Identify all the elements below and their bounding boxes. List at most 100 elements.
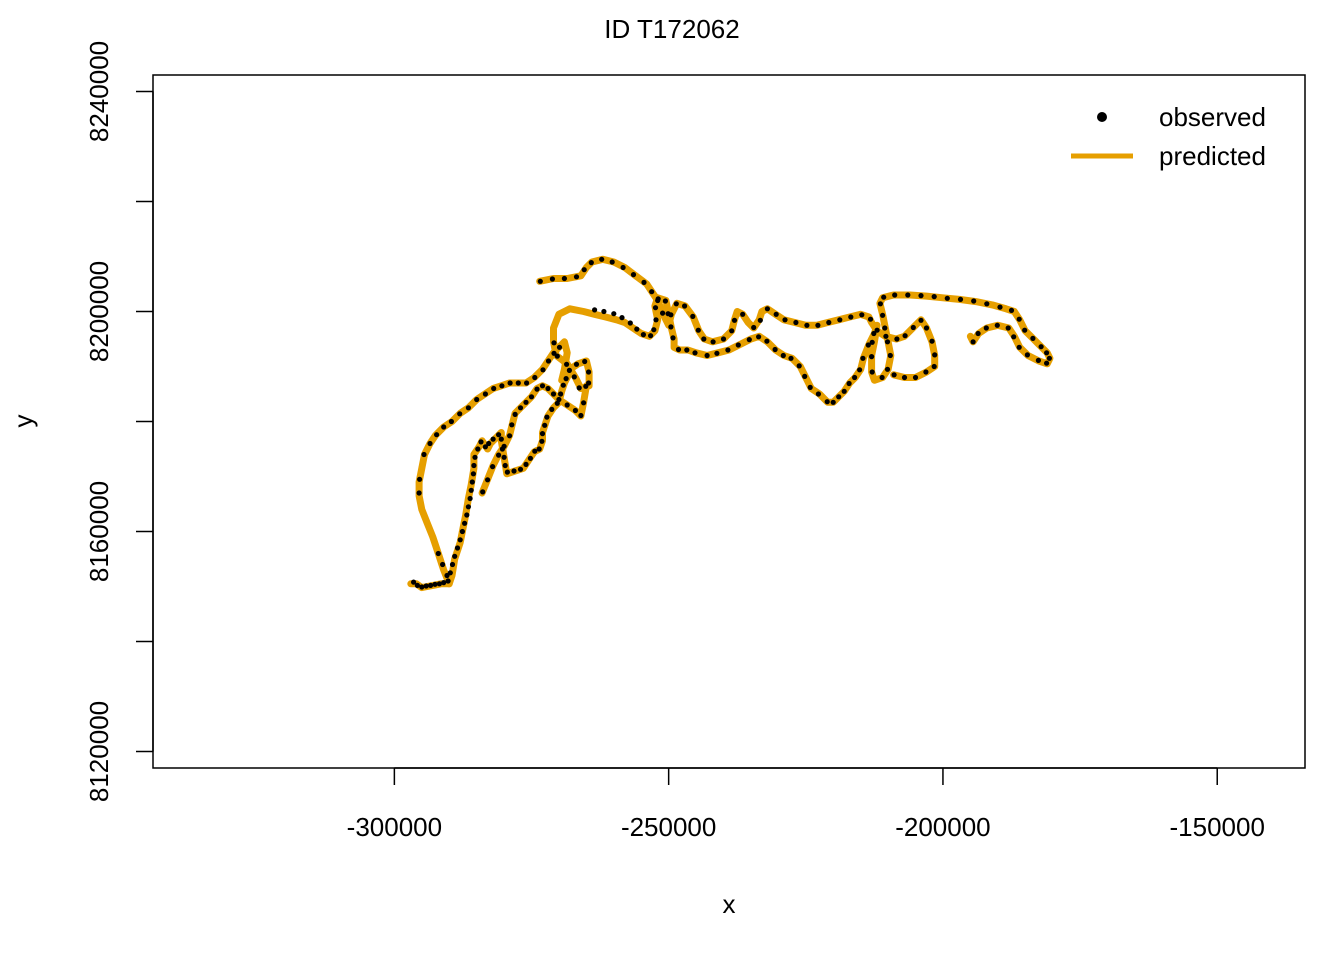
observed-point [462, 520, 468, 526]
observed-point [627, 320, 633, 326]
y-tick-label: 8160000 [84, 481, 114, 582]
observed-point [690, 313, 696, 319]
y-axis-label: y [8, 415, 38, 428]
observed-point [807, 384, 813, 390]
observed-point [507, 380, 513, 386]
observed-point [880, 312, 886, 318]
observed-point [411, 579, 417, 585]
observed-point [537, 278, 543, 284]
observed-point [796, 363, 802, 369]
observed-point [905, 292, 911, 298]
observed-point [599, 256, 605, 262]
observed-point [756, 334, 762, 340]
observed-point [1035, 357, 1041, 363]
observed-point [583, 383, 589, 389]
observed-point [416, 490, 422, 496]
observed-point [509, 422, 515, 428]
observed-point [564, 402, 570, 408]
observed-point [581, 267, 587, 273]
observed-point [441, 580, 447, 586]
observed-point [445, 578, 451, 584]
observed-point [1038, 344, 1044, 350]
observed-point [539, 431, 546, 437]
observed-point [1030, 335, 1036, 341]
observed-point [751, 324, 757, 331]
x-axis: -300000 -250000 -200000 -150000 [347, 767, 1265, 842]
observed-point [467, 495, 473, 502]
observed-point [440, 561, 446, 568]
observed-point [869, 339, 875, 345]
observed-point [475, 446, 481, 452]
observed-point [695, 327, 701, 333]
observed-point [887, 352, 893, 359]
observed-point [1046, 355, 1052, 361]
observed-point [923, 369, 929, 375]
observed-point [782, 317, 788, 323]
observed-point [434, 432, 440, 438]
observed-point [772, 346, 778, 353]
observed-point [573, 361, 580, 367]
observed-point [874, 327, 880, 333]
chart-title: ID T172062 [604, 14, 739, 44]
observed-layer [411, 256, 1052, 590]
observed-point [511, 468, 517, 474]
y-tick-label: 8240000 [84, 41, 114, 142]
observed-point [877, 301, 884, 307]
observed-point [448, 418, 454, 425]
observed-point [793, 319, 799, 326]
observed-point [860, 355, 866, 361]
observed-point [923, 325, 930, 331]
observed-point [556, 396, 562, 403]
observed-point [673, 301, 679, 307]
observed-point [871, 330, 877, 337]
observed-point [824, 399, 830, 405]
y-axis: 8120000 8160000 8200000 8240000 [84, 41, 154, 802]
observed-point [894, 336, 900, 342]
observed-point [482, 444, 488, 450]
observed-point [655, 297, 661, 304]
observed-point [482, 391, 488, 397]
legend-label: predicted [1159, 141, 1266, 171]
observed-point [879, 374, 885, 381]
observed-point [485, 477, 491, 483]
observed-point [634, 326, 640, 332]
observed-point [528, 394, 535, 400]
observed-point [918, 317, 924, 323]
observed-point [857, 367, 863, 373]
observed-point [564, 361, 570, 367]
observed-point [910, 324, 916, 331]
observed-point [558, 391, 564, 397]
observed-point [1016, 344, 1022, 350]
observed-point [601, 308, 607, 315]
observed-point [545, 385, 551, 392]
observed-point [640, 332, 647, 338]
observed-point [971, 298, 977, 304]
observed-point [507, 433, 513, 439]
observed-point [836, 394, 842, 400]
observed-point [746, 337, 752, 343]
observed-point [891, 372, 897, 378]
observed-point [457, 411, 463, 417]
observed-point [469, 479, 475, 485]
observed-point [848, 314, 854, 320]
observed-point [523, 399, 529, 405]
observed-point [502, 462, 508, 469]
observed-point [788, 355, 794, 361]
observed-point [901, 374, 908, 381]
y-tick-label: 8120000 [84, 701, 114, 802]
observed-point [720, 336, 727, 342]
observed-point [427, 440, 433, 447]
observed-point [534, 386, 540, 392]
observed-point [892, 292, 898, 298]
observed-point [883, 333, 889, 339]
observed-point [490, 436, 496, 442]
observed-point [465, 405, 471, 411]
observed-point [704, 352, 710, 359]
observed-point [465, 504, 471, 510]
observed-point [435, 550, 441, 557]
observed-point [551, 340, 557, 346]
observed-point [539, 383, 546, 389]
observed-point [912, 374, 919, 381]
observed-point [729, 328, 735, 334]
observed-point [560, 382, 566, 388]
